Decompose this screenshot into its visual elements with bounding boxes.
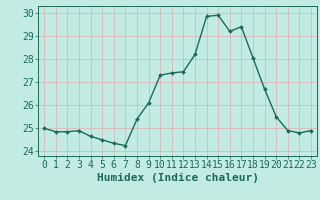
X-axis label: Humidex (Indice chaleur): Humidex (Indice chaleur) <box>97 173 259 183</box>
